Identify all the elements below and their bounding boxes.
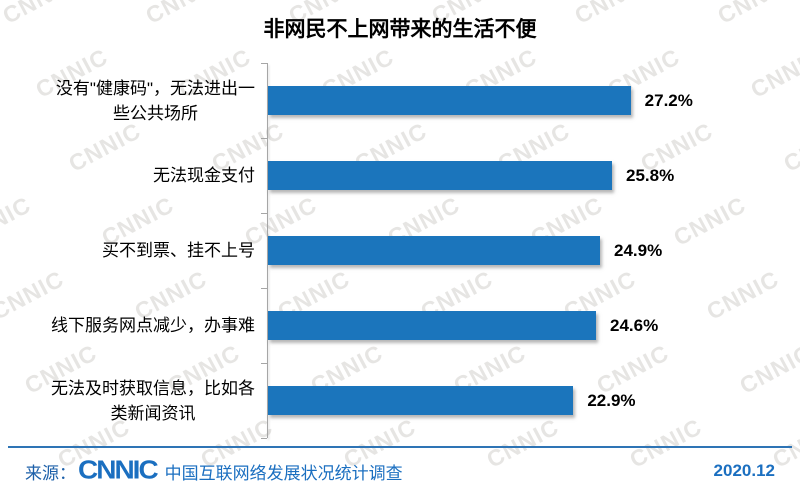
axis-tick xyxy=(261,288,267,289)
category-label: 线下服务网点减少，办事难 xyxy=(51,288,255,363)
bar xyxy=(268,161,612,190)
category-label-text: 无法及时获取信息，比如各 类新闻资讯 xyxy=(51,378,255,423)
axis-tick xyxy=(261,213,267,214)
y-axis-line xyxy=(267,63,268,438)
bar xyxy=(268,311,596,340)
chart-title: 非网民不上网带来的生活不便 xyxy=(263,18,537,41)
value-label: 22.9% xyxy=(587,390,636,410)
axis-tick xyxy=(261,63,267,64)
category-label: 没有"健康码"，无法进出一 些公共场所 xyxy=(56,63,255,138)
footer: 来源： CNNIC 中国互联网络发展状况统计调查 2020.12 xyxy=(0,448,800,494)
category-label: 无法及时获取信息，比如各 类新闻资讯 xyxy=(51,363,255,438)
category-label-text: 买不到票、挂不上号 xyxy=(102,241,255,260)
axis-tick xyxy=(261,138,267,139)
category-label: 买不到票、挂不上号 xyxy=(102,213,255,288)
bar xyxy=(268,236,600,265)
bar xyxy=(268,386,574,415)
cnnic-logo: CNNIC xyxy=(78,455,159,484)
category-label: 无法现金支付 xyxy=(153,138,255,213)
source-text: 中国互联网络发展状况统计调查 xyxy=(164,463,403,483)
source-prefix-label: 来源： xyxy=(25,463,76,483)
value-label: 27.2% xyxy=(644,90,693,110)
bar xyxy=(268,86,631,115)
report-date: 2020.12 xyxy=(713,461,775,480)
category-label-text: 无法现金支付 xyxy=(153,166,255,185)
value-label: 24.6% xyxy=(610,315,659,335)
value-label: 24.9% xyxy=(614,240,663,260)
axis-tick xyxy=(261,363,267,364)
footer-divider xyxy=(8,446,792,448)
category-label-text: 线下服务网点减少，办事难 xyxy=(51,316,255,335)
category-label-text: 没有"健康码"，无法进出一 些公共场所 xyxy=(55,78,255,123)
axis-tick xyxy=(261,438,267,439)
value-label: 25.8% xyxy=(626,165,675,185)
